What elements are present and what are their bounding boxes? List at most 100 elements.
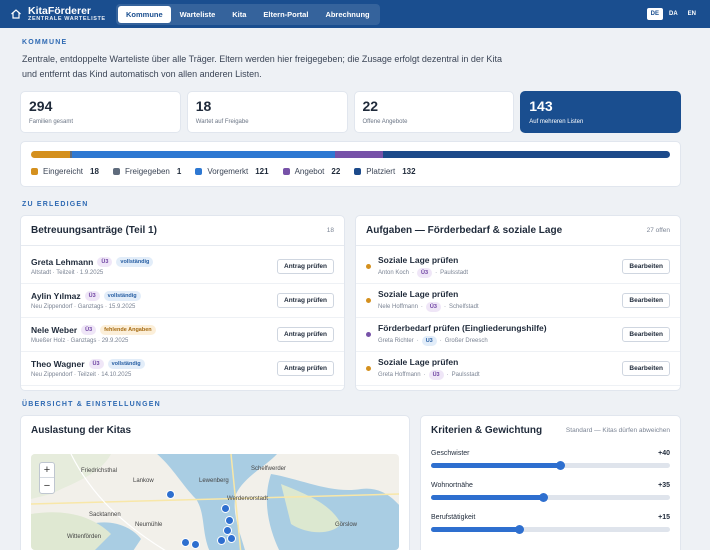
zoom-in-button[interactable]: + — [40, 463, 54, 478]
completeness-badge: vollständig — [107, 359, 145, 369]
application-meta: Mueßer Holz · Ganztags · 29.9.2025 — [31, 338, 129, 344]
map-place-label: Schelfwerder — [251, 466, 287, 472]
stat-open-offers[interactable]: 22 Offene Angebote — [353, 91, 515, 133]
stat-label: Wartet auf Freigabe — [195, 119, 249, 125]
applications-title: Betreuungsanträge (Teil 1) — [31, 225, 157, 236]
criterion-label: Geschwister — [431, 450, 470, 457]
nav-eltern-portal[interactable]: Eltern-Portal — [263, 9, 309, 19]
weight-slider[interactable] — [431, 493, 670, 502]
tasks-card: Aufgaben — Förderbedarf & soziale Lage 2… — [355, 215, 681, 391]
kita-map[interactable]: + − Friedrichsthal Lankow Lewenberg Sche… — [31, 454, 399, 550]
weight-slider[interactable] — [431, 461, 670, 470]
criteria-note: Standard — Kitas dürfen abweichen — [565, 426, 670, 434]
kita-marker[interactable] — [166, 490, 175, 499]
task-title: Soziale Lage prüfen — [378, 289, 459, 299]
tasks-header: Aufgaben — Förderbedarf & soziale Lage 2… — [356, 216, 680, 246]
edit-task-button[interactable]: Bearbeiten — [622, 327, 670, 342]
status-segment-freigegeben — [70, 151, 73, 158]
legend-swatch — [195, 168, 203, 175]
slider-handle[interactable] — [556, 461, 566, 470]
kita-marker[interactable] — [221, 504, 230, 513]
lang-en[interactable]: EN — [687, 11, 696, 17]
lang-de[interactable]: DE — [646, 8, 663, 20]
application-row: Greta Lehmann Ü3 vollständig Altstadt · Te… — [21, 250, 344, 284]
age-badge: Ü3 — [428, 370, 444, 380]
task-place: Paulsstadt — [440, 270, 469, 276]
criteria-title: Kriterien & Gewichtung — [431, 424, 543, 436]
map-title: Auslastung der Kitas — [31, 424, 132, 436]
age-badge: Ü3 — [97, 257, 113, 267]
review-application-button[interactable]: Antrag prüfen — [277, 259, 334, 274]
applicant-name: Aylin Yılmaz — [31, 291, 81, 301]
legend-swatch — [282, 168, 290, 175]
map-place-label: Lankow — [133, 478, 154, 484]
legend-count: 121 — [255, 167, 269, 176]
age-badge: Ü3 — [425, 302, 441, 312]
task-row: Förderbedarf prüfen (Eingliederungshilfe… — [356, 318, 680, 352]
legend-label: Platziert — [366, 167, 396, 176]
stat-value: 22 — [362, 98, 379, 114]
legend-label: Eingereicht — [43, 167, 84, 176]
kita-marker[interactable] — [217, 536, 226, 545]
stat-multiple-lists[interactable]: 143 Auf mehreren Listen — [520, 91, 681, 133]
application-meta: Neu Zippendorf · Ganztags · 15.9.2025 — [31, 304, 136, 310]
review-application-button[interactable]: Antrag prüfen — [277, 361, 334, 376]
weight-slider[interactable] — [431, 525, 670, 534]
legend-count: 18 — [90, 167, 99, 176]
application-meta: Altstadt · Teilzeit · 1.9.2025 — [31, 270, 104, 276]
application-row: Aylin Yılmaz Ü3 vollständig Neu Zippendorf… — [21, 284, 344, 318]
criterion-weight: +35 — [658, 482, 670, 489]
applications-count: 18 — [326, 227, 334, 234]
brand-subtitle: ZENTRALE WARTELISTE — [28, 16, 106, 22]
age-badge: Ü3 — [81, 325, 97, 335]
kita-marker[interactable] — [227, 534, 236, 543]
slider-fill — [431, 495, 544, 500]
kita-marker[interactable] — [181, 538, 190, 547]
age-badge: Ü3 — [84, 291, 100, 301]
task-person: Greta Hoffmann — [378, 372, 421, 378]
application-meta: Neu Zippendorf · Teilzeit · 14.10.2025 — [31, 372, 132, 378]
legend-freigegeben: Freigegeben 1 — [112, 167, 181, 176]
age-badge: Ü3 — [88, 359, 104, 369]
nav-warteliste[interactable]: Warteliste — [179, 9, 216, 19]
kita-marker[interactable] — [191, 540, 200, 549]
lang-da[interactable]: DA — [668, 11, 678, 17]
status-segment-platziert — [383, 151, 670, 158]
section-label-todo: ZU ERLEDIGEN — [22, 201, 89, 208]
zoom-out-button[interactable]: − — [43, 479, 51, 492]
criterion-weight: +15 — [658, 514, 670, 521]
stat-value: 18 — [195, 98, 212, 114]
criteria-header: Kriterien & Gewichtung Standard — Kitas … — [421, 416, 680, 444]
kita-marker[interactable] — [225, 516, 234, 525]
task-place: Schelfstadt — [448, 304, 479, 310]
tasks-title: Aufgaben — Förderbedarf & soziale Lage — [366, 225, 563, 236]
brand[interactable]: KitaFörderer ZENTRALE WARTELISTE — [10, 5, 116, 23]
review-application-button[interactable]: Antrag prüfen — [277, 327, 334, 342]
top-bar: KitaFörderer ZENTRALE WARTELISTE Kommune… — [0, 0, 710, 28]
edit-task-button[interactable]: Bearbeiten — [622, 361, 670, 376]
criterion-berufstaetigkeit: Berufstätigkeit +15 — [421, 514, 680, 534]
applicant-name: Theo Wagner — [31, 359, 85, 369]
stat-pending-release[interactable]: 18 Wartet auf Freigabe — [186, 91, 348, 133]
nav-kita[interactable]: Kita — [232, 9, 247, 19]
map-place-label: Werdervorstadt — [227, 496, 268, 502]
nav-abrechnung[interactable]: Abrechnung — [325, 9, 370, 19]
stat-families[interactable]: 294 Familien gesamt — [20, 91, 181, 133]
nav-kommune[interactable]: Kommune — [118, 5, 171, 23]
review-application-button[interactable]: Antrag prüfen — [277, 293, 334, 308]
edit-task-button[interactable]: Bearbeiten — [622, 293, 670, 308]
language-switcher: DE DA EN — [646, 8, 700, 20]
task-row: Soziale Lage prüfen Nele Hoffmann · Ü3 · Sch… — [356, 284, 680, 318]
legend-vorgemerkt: Vorgemerkt 121 — [195, 167, 269, 176]
slider-handle[interactable] — [515, 525, 525, 534]
map-zoom-control: + − — [39, 462, 55, 494]
legend-swatch — [112, 168, 120, 175]
task-type-dot — [366, 366, 371, 371]
task-type-dot — [366, 264, 371, 269]
home-icon — [11, 9, 21, 19]
slider-handle[interactable] — [539, 493, 549, 502]
edit-task-button[interactable]: Bearbeiten — [622, 259, 670, 274]
map-place-label: Wittenförden — [67, 534, 102, 540]
map-header: Auslastung der Kitas — [21, 416, 409, 444]
task-type-dot — [366, 298, 371, 303]
